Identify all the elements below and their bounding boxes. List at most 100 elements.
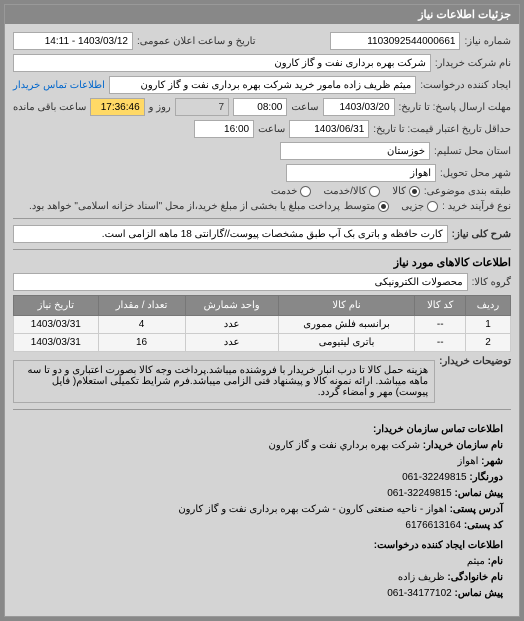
contact-link[interactable]: اطلاعات تماس خریدار <box>13 80 105 91</box>
phone-label: پیش نماس: <box>455 588 503 599</box>
postal-address-value: اهواز - ناحیه صنعتی کارون - شرکت بهره بر… <box>178 504 446 515</box>
validity-time-field: 16:00 <box>194 120 254 138</box>
main-panel: جزئیات اطلاعات نیاز شماره نیاز: 11030925… <box>4 4 520 617</box>
deadline-time-field: 08:00 <box>233 98 287 116</box>
td: 2 <box>466 334 511 352</box>
request-no-field: 1103092544000661 <box>330 32 460 50</box>
last-name-value: ظریف زاده <box>398 572 445 583</box>
group-field: محصولات الکترونیکی <box>13 273 468 291</box>
td: عدد <box>185 334 278 352</box>
request-no-label: شماره نیاز: <box>464 36 511 47</box>
postal-code-value: 6176613164 <box>405 520 461 531</box>
radio-partial <box>427 201 438 212</box>
city-field: اهواز <box>286 164 436 182</box>
contact-org-row: نام سازمان خریدار: شرکت بهره برداري نفت … <box>21 438 503 454</box>
td: 1403/03/31 <box>14 316 99 334</box>
remaining-days-label: روز و <box>149 102 171 113</box>
radio-goods-label: کالا <box>392 186 406 197</box>
radio-service2 <box>300 186 311 197</box>
row-need-title: شرح کلی نیاز: کارت حافظه و باتری بک آپ ط… <box>13 225 511 243</box>
row-request-no: شماره نیاز: 1103092544000661 تاریخ و ساع… <box>13 32 511 50</box>
td: برانسبه فلش مموری <box>278 316 415 334</box>
contact-city-label: شهر: <box>481 456 503 467</box>
phone-row: پیش نماس: 34177102-061 <box>21 586 503 602</box>
contact-section-title: اطلاعات تماس سازمان خریدار: <box>21 422 503 438</box>
postal-code-label: کد پستی: <box>464 520 503 531</box>
buy-type-label: نوع فرآیند خرید : <box>442 201 511 212</box>
phone-value: 34177102-061 <box>387 588 452 599</box>
contact-fax-label: پیش نماس: <box>455 488 503 499</box>
goods-section-title: اطلاعات کالاهای مورد نیاز <box>13 256 511 269</box>
th-3: واحد شمارش <box>185 296 278 316</box>
province-field: خوزستان <box>280 142 430 160</box>
td: 4 <box>98 316 185 334</box>
subject-type-group: کالا کالا/خدمت خدمت <box>271 186 420 197</box>
row-buy-type: نوع فرآیند خرید : جزیی متوسط پرداخت مبلغ… <box>13 201 511 212</box>
table-row: 2 -- باتری لیتیومی عدد 16 1403/03/31 <box>14 334 511 352</box>
postal-address-row: آدرس پستی: اهواز - ناحیه صنعتی کارون - ش… <box>21 502 503 518</box>
subject-type-label: طبقه بندی موضوعی: <box>424 186 511 197</box>
radio-service <box>369 186 380 197</box>
first-name-row: نام: میثم <box>21 554 503 570</box>
contact-tel-label: دورنگار: <box>469 472 503 483</box>
row-buyer-name: نام شرکت خریدار: شرکت بهره برداری نفت و … <box>13 54 511 72</box>
creator-label: ایجاد کننده درخواست: <box>420 80 511 91</box>
contact-org-label: نام سازمان خریدار: <box>423 440 503 451</box>
td: -- <box>415 316 466 334</box>
td: 16 <box>98 334 185 352</box>
th-1: کد کالا <box>415 296 466 316</box>
radio-partial-item[interactable]: جزیی <box>401 201 438 212</box>
td: -- <box>415 334 466 352</box>
contact-fax-row: پیش نماس: 32249815-061 <box>21 486 503 502</box>
contact-tel-value: 32249815-061 <box>402 472 467 483</box>
radio-goods <box>409 186 420 197</box>
panel-header: جزئیات اطلاعات نیاز <box>5 5 519 24</box>
buy-type-group: جزیی متوسط <box>344 201 438 212</box>
radio-partial-label: جزیی <box>401 201 424 212</box>
buyer-name-field: شرکت بهره برداری نفت و گاز کارون <box>13 54 431 72</box>
buyer-notes-label: توضیحات خریدار: <box>439 356 511 367</box>
contact-org-value: شرکت بهره برداري نفت و گاز کارون <box>269 440 420 451</box>
row-validity: حداقل تاریخ اعتبار قیمت: تا تاریخ: 1403/… <box>13 120 511 138</box>
row-group: گروه کالا: محصولات الکترونیکی <box>13 273 511 291</box>
th-4: تعداد / مقدار <box>98 296 185 316</box>
group-label: گروه کالا: <box>472 277 511 288</box>
deadline-time-label: ساعت <box>291 102 318 113</box>
divider-1 <box>13 218 511 219</box>
radio-medium-label: متوسط <box>344 201 375 212</box>
td: 1403/03/31 <box>14 334 99 352</box>
remaining-days-field: 7 <box>175 98 229 116</box>
province-label: استان محل تسلیم: <box>434 146 511 157</box>
contact-section: اطلاعات تماس سازمان خریدار: نام سازمان خ… <box>13 416 511 608</box>
buyer-notes-field: هزینه حمل کالا تا درب انبار خریدار با فر… <box>13 360 435 403</box>
divider-2 <box>13 249 511 250</box>
need-title-field: کارت حافظه و باتری بک آپ طبق مشخصات پیوس… <box>13 225 448 243</box>
th-5: تاریخ نیاز <box>14 296 99 316</box>
panel-content: شماره نیاز: 1103092544000661 تاریخ و ساع… <box>5 24 519 616</box>
creator-field: میثم ظریف زاده مامور خرید شرکت بهره بردا… <box>109 76 416 94</box>
buy-type-note: پرداخت مبلغ یا بخشی از مبلغ خرید،از محل … <box>29 201 340 212</box>
validity-date-field: 1403/06/31 <box>289 120 369 138</box>
postal-address-label: آدرس پستی: <box>450 504 503 515</box>
row-subject-type: طبقه بندی موضوعی: کالا کالا/خدمت خدمت <box>13 186 511 197</box>
validity-label: حداقل تاریخ اعتبار قیمت: تا تاریخ: <box>373 124 511 135</box>
creator-section-title: اطلاعات ایجاد کننده درخواست: <box>21 538 503 554</box>
radio-medium-item[interactable]: متوسط <box>344 201 389 212</box>
row-province: استان محل تسلیم: خوزستان <box>13 142 511 160</box>
divider-3 <box>13 409 511 410</box>
radio-service2-item[interactable]: خدمت <box>271 186 312 197</box>
deadline-date-field: 1403/03/20 <box>323 98 395 116</box>
row-creator: ایجاد کننده درخواست: میثم ظریف زاده مامو… <box>13 76 511 94</box>
remaining-time-field: 17:36:46 <box>90 98 144 116</box>
radio-service2-label: خدمت <box>271 186 298 197</box>
radio-goods-item[interactable]: کالا <box>392 186 420 197</box>
first-name-label: نام: <box>488 556 503 567</box>
radio-service-item[interactable]: کالا/خدمت <box>323 186 380 197</box>
th-0: ردیف <box>466 296 511 316</box>
table-header-row: ردیف کد کالا نام کالا واحد شمارش تعداد /… <box>14 296 511 316</box>
goods-table: ردیف کد کالا نام کالا واحد شمارش تعداد /… <box>13 295 511 352</box>
contact-fax-value: 32249815-061 <box>387 488 452 499</box>
last-name-row: نام خانوادگی: ظریف زاده <box>21 570 503 586</box>
announce-label: تاریخ و ساعت اعلان عمومی: <box>137 36 256 47</box>
last-name-label: نام خانوادگی: <box>447 572 503 583</box>
